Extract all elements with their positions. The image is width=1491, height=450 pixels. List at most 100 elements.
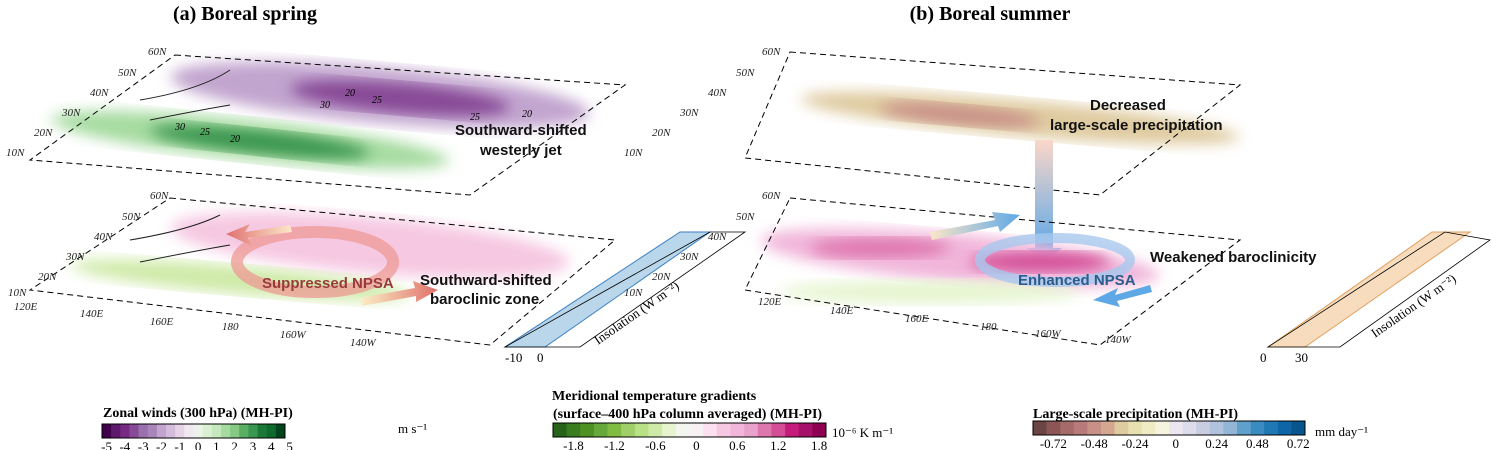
- contour-label: 30: [174, 122, 185, 133]
- colorbar-title: Large-scale precipitation (MH-PI): [1033, 407, 1238, 422]
- colorbar-swatch: [202, 424, 213, 438]
- colorbar-swatch: [175, 424, 185, 438]
- colorbar-swatch: [730, 423, 745, 437]
- colorbar-tick: 1.2: [770, 438, 786, 450]
- colorbar-swatch: [239, 424, 249, 438]
- colorbar-tick: 4: [268, 439, 275, 450]
- colorbar-tick: 0.48: [1246, 436, 1269, 450]
- lat-label: 30N: [61, 107, 81, 119]
- colorbar-unit: 10⁻⁶ K m⁻¹: [832, 425, 893, 440]
- colorbar-tick: 5: [286, 439, 293, 450]
- annotation-baroclinicity: Weakened baroclinicity: [1150, 249, 1317, 266]
- lat-label: 40N: [90, 87, 109, 99]
- insolation-tick: 30: [1295, 350, 1308, 365]
- insolation-tick: 0: [537, 350, 544, 365]
- lat-label: 20N: [652, 127, 671, 139]
- lon-label: 180: [980, 321, 997, 333]
- colorbar-swatch: [607, 423, 622, 437]
- panel-a-zonal-wind-map: 20 25 30 30 25 20 25 20 60N 50N 40N 30N …: [6, 46, 627, 196]
- arrow-northeast-icon: [930, 212, 1020, 240]
- lat-label: 30N: [679, 251, 699, 263]
- lat-label: 50N: [118, 67, 137, 79]
- colorbar-tick: 0.72: [1287, 436, 1310, 450]
- colorbar-tick: 2: [231, 439, 238, 450]
- lon-label: 120E: [758, 296, 782, 308]
- colorbar-swatch: [1223, 421, 1238, 435]
- colorbar-swatch: [689, 423, 704, 437]
- colorbar-swatch: [757, 423, 772, 437]
- colorbar-tick: 0: [195, 439, 202, 450]
- lat-label: 20N: [34, 127, 53, 139]
- colorbar-swatch: [553, 423, 567, 437]
- colorbar-swatch: [744, 423, 759, 437]
- arrow-west-icon: [226, 224, 292, 246]
- lon-label: 180: [222, 321, 239, 333]
- lat-label: 60N: [150, 190, 169, 202]
- colorbar-temperature-gradients: Meridional temperature gradients (surfac…: [552, 389, 893, 450]
- colorbar-swatch: [675, 423, 690, 437]
- colorbar-swatch: [257, 424, 267, 438]
- circulation-label: Suppressed NPSA: [262, 275, 394, 292]
- colorbar-swatch: [1033, 421, 1047, 435]
- colorbar-swatch: [785, 423, 799, 437]
- colorbar-swatch: [184, 424, 194, 438]
- colorbar-swatch: [1046, 421, 1061, 435]
- lat-label: 40N: [708, 231, 727, 243]
- lon-label: 160W: [1035, 328, 1062, 340]
- colorbar-tick: 3: [250, 439, 257, 450]
- colorbar-swatch: [156, 424, 167, 438]
- colorbar-swatch: [129, 424, 139, 438]
- lat-label: 30N: [679, 107, 699, 119]
- colorbar-swatch: [1182, 421, 1197, 435]
- colorbar-title: Zonal winds (300 hPa) (MH-PI): [103, 406, 293, 421]
- colorbar-swatch: [1128, 421, 1143, 435]
- circulation-label: Enhanced NPSA: [1018, 272, 1136, 289]
- colorbar-swatch: [1087, 421, 1102, 435]
- colorbar-swatch: [230, 424, 240, 438]
- lat-label: 10N: [624, 147, 643, 159]
- colorbar-frame: [1032, 420, 1306, 436]
- colorbar-tick: -0.48: [1081, 436, 1108, 450]
- lat-label: 50N: [122, 211, 141, 223]
- arrow-down-icon: [1035, 140, 1053, 250]
- colorbar-swatch: [716, 423, 731, 437]
- colorbar-swatch: [1264, 421, 1279, 435]
- colorbar-swatch: [593, 423, 608, 437]
- lat-label: 30N: [65, 251, 85, 263]
- colorbar-swatch: [798, 423, 813, 437]
- colorbar-title: Meridional temperature gradients: [552, 389, 757, 404]
- colorbar-swatch: [1169, 421, 1183, 435]
- colorbar-swatch: [812, 423, 827, 437]
- contour-label: 30: [319, 100, 330, 111]
- annotation-precipitation-line2: large-scale precipitation: [1050, 117, 1223, 134]
- colorbar-swatch: [662, 423, 677, 437]
- contour-labels: 20 25 30 30 25 20 25 20: [174, 88, 532, 145]
- lat-label: 60N: [762, 46, 781, 58]
- contour-label: 25: [470, 112, 480, 123]
- colorbar-frame: [552, 422, 827, 438]
- colorbar-swatch: [580, 423, 595, 437]
- colorbar-swatch: [248, 424, 258, 438]
- lat-label: 60N: [762, 190, 781, 202]
- lat-label: 10N: [8, 287, 27, 299]
- lon-label: 140W: [350, 337, 377, 349]
- colorbar-swatch: [1155, 421, 1170, 435]
- colorbar-frame: [101, 423, 286, 439]
- insolation-tick: 0: [1260, 350, 1267, 365]
- colorbar-swatch: [1209, 421, 1224, 435]
- colorbar-swatch: [648, 423, 663, 437]
- lon-label: 160E: [905, 313, 929, 325]
- colorbar-swatch: [1291, 421, 1306, 435]
- colorbar-tick: 0.6: [729, 438, 746, 450]
- panel-b-precipitation-map: 60N 50N 40N 30N 20N 10N Decreased large-…: [624, 46, 1242, 262]
- colorbar-swatch: [1073, 421, 1088, 435]
- colorbar-tick: -1.8: [563, 438, 584, 450]
- colorbar-tick: -2: [156, 439, 167, 450]
- colorbar-swatch: [120, 424, 130, 438]
- contour-label: 20: [230, 134, 240, 145]
- colorbar-swatch: [1277, 421, 1292, 435]
- colorbar-tick: -0.24: [1121, 436, 1149, 450]
- colorbar-tick: -0.72: [1040, 436, 1067, 450]
- colorbar-swatch: [1060, 421, 1075, 435]
